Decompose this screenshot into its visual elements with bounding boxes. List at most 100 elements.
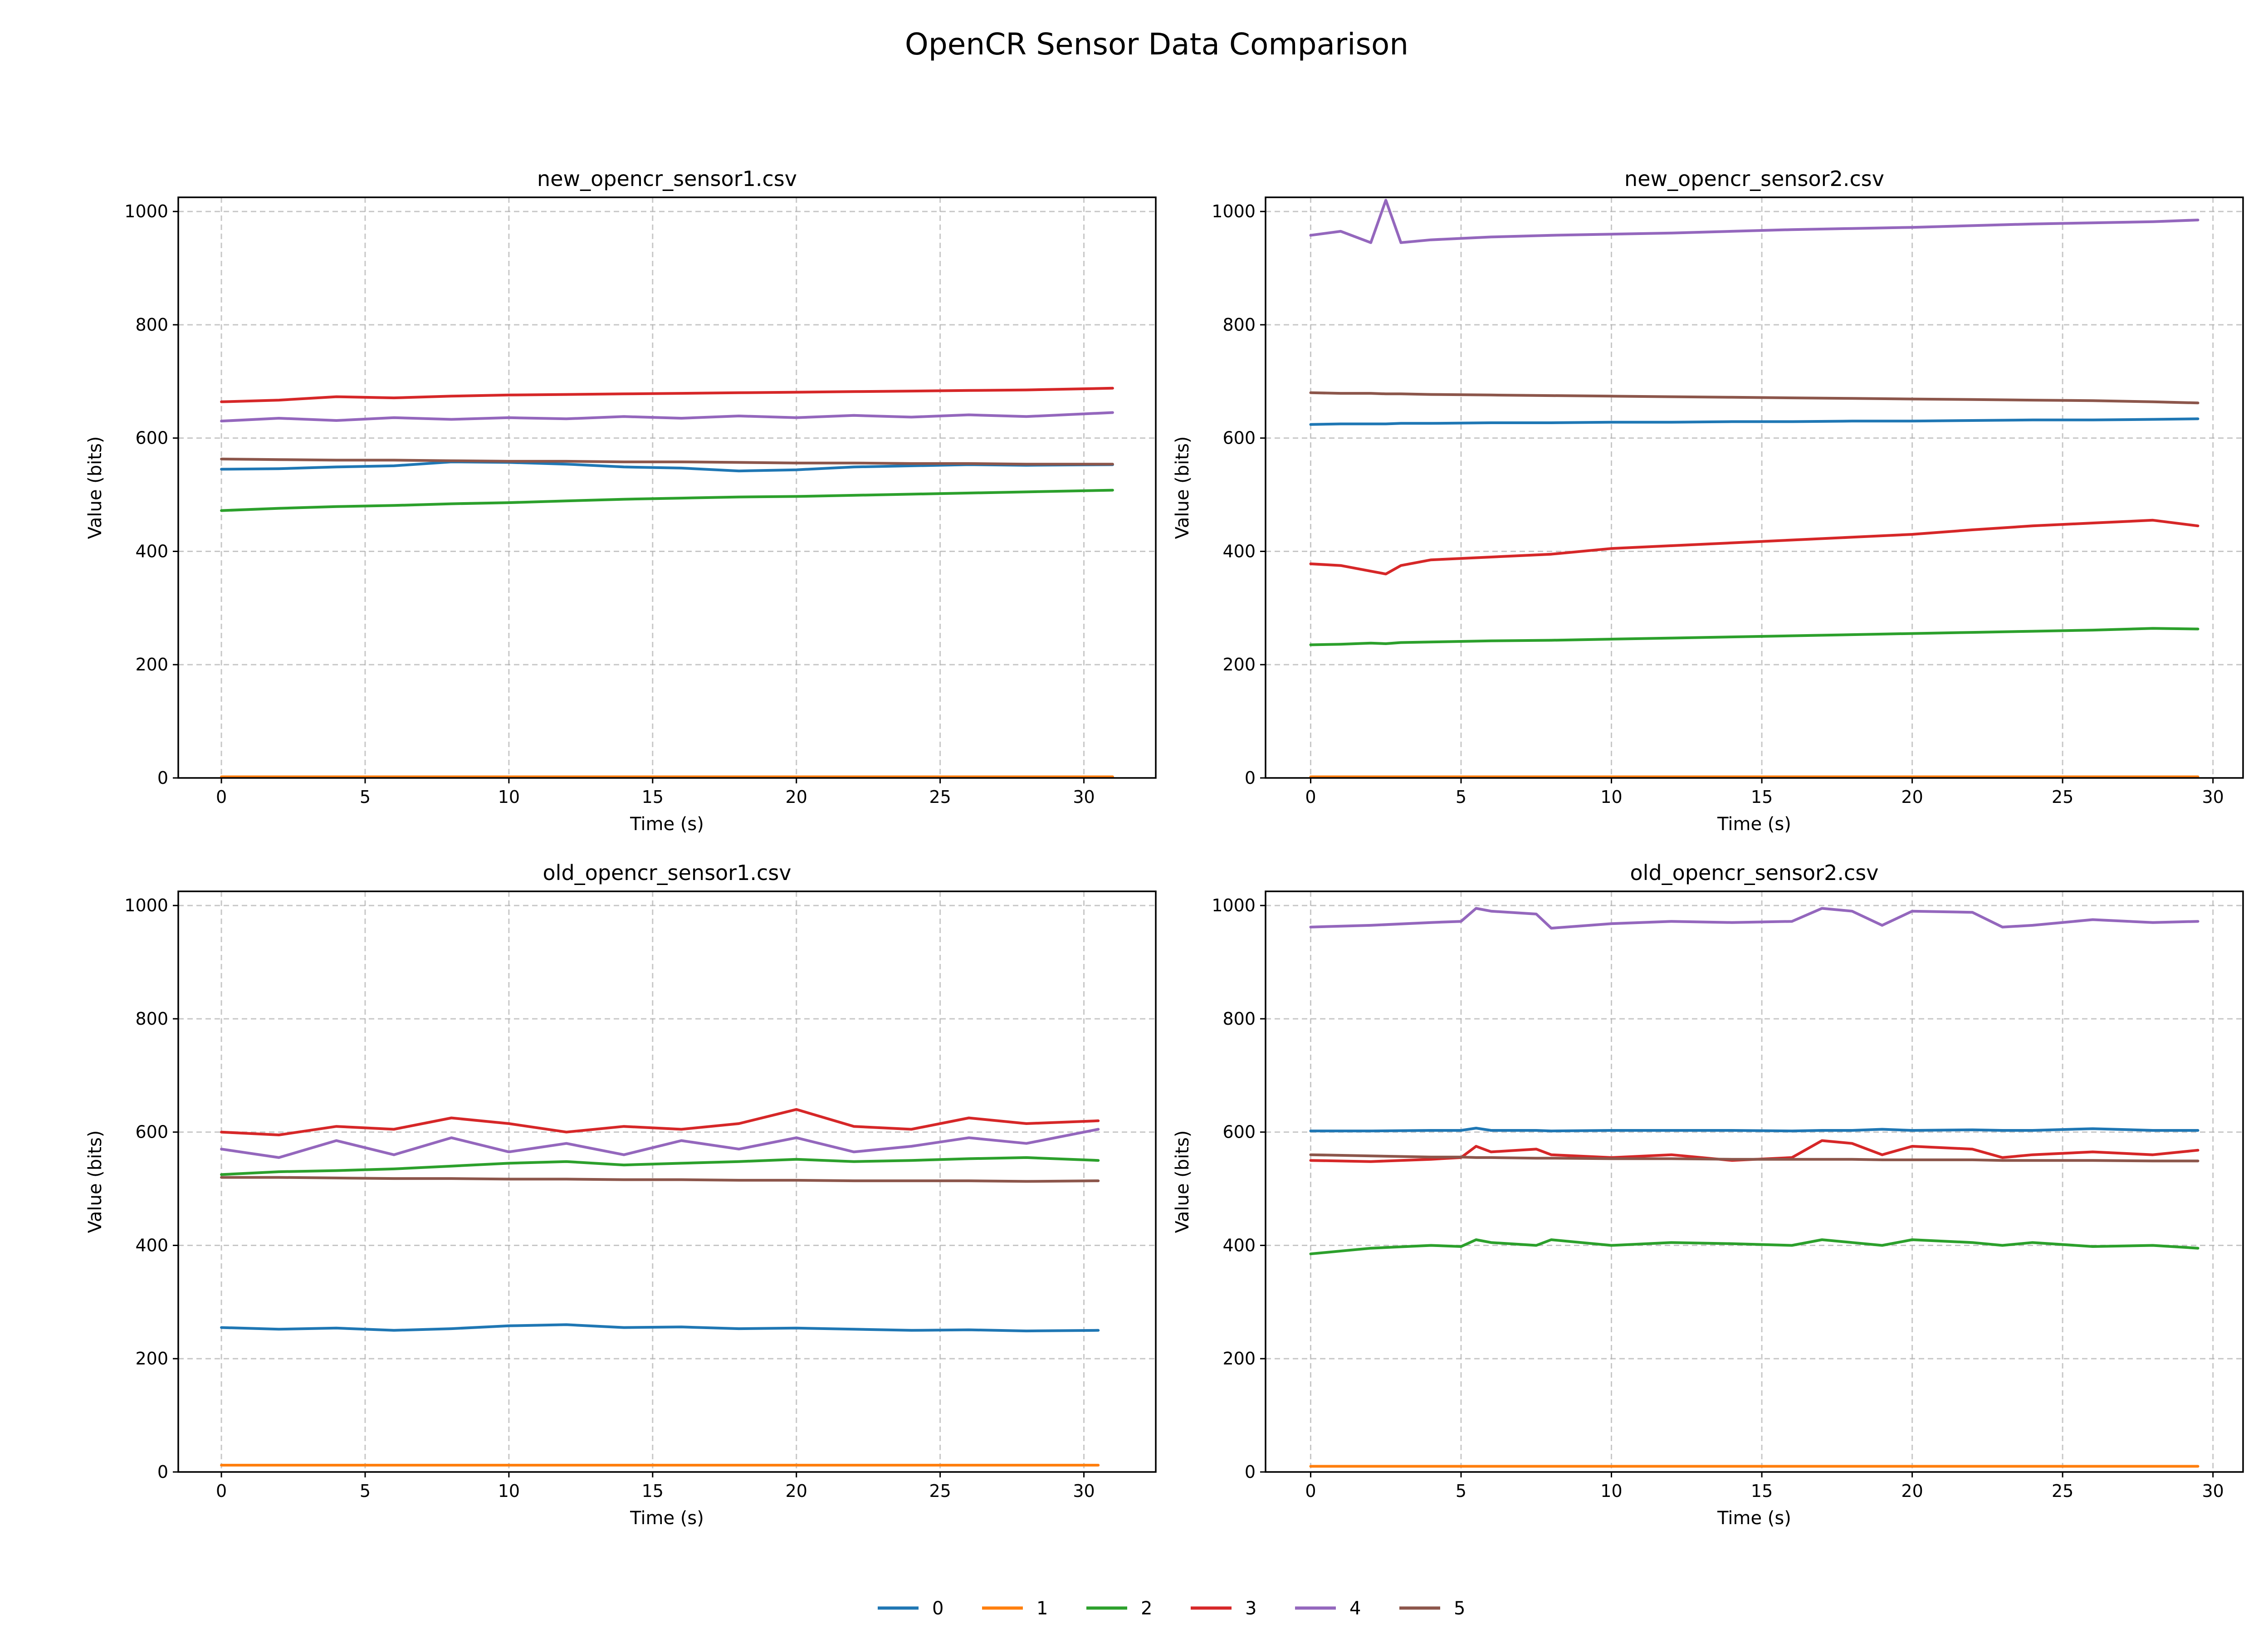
legend-label: 1: [1036, 1598, 1048, 1619]
series-line-4: [220, 1128, 1100, 1159]
x-axis-label: Time (s): [630, 1508, 704, 1529]
series-line-5: [1309, 391, 2200, 405]
subplot-title: old_opencr_sensor2.csv: [1630, 861, 1879, 885]
subplot-title: old_opencr_sensor1.csv: [543, 861, 792, 885]
series-group: [220, 386, 1114, 778]
y-axis-label: Value (bits): [85, 1130, 106, 1233]
y-tick-label: 600: [1222, 428, 1256, 448]
legend-item-3: 3: [1191, 1598, 1256, 1619]
y-tick-label: 400: [1222, 1235, 1256, 1255]
legend-item-1: 1: [982, 1598, 1048, 1619]
x-tick-label: 15: [642, 787, 664, 807]
legend-item-4: 4: [1295, 1598, 1361, 1619]
axes-frame: [1265, 890, 2244, 1473]
x-tick-label: 30: [1073, 787, 1095, 807]
y-tick-label: 600: [135, 428, 168, 448]
x-tick-label: 10: [498, 1481, 520, 1501]
series-group: [220, 1108, 1100, 1467]
axes-frame: [1265, 196, 2244, 779]
legend-label: 2: [1141, 1598, 1152, 1619]
x-tick-label: 20: [1901, 1481, 1923, 1501]
series-line-2: [1309, 627, 2200, 646]
y-tick-label: 800: [1222, 1009, 1256, 1029]
x-tick-label: 0: [1305, 787, 1316, 807]
y-tick-label: 400: [135, 541, 168, 561]
subplot-1: 0 5 10 15 20 25 30 0 200 400 600 800 1000 new_opencr_…: [85, 166, 1157, 835]
y-tick-label: 600: [1222, 1122, 1256, 1142]
y-tick-label: 1000: [1212, 201, 1256, 221]
y-tick-label: 1000: [124, 201, 168, 221]
legend-item-2: 2: [1086, 1598, 1152, 1619]
legend-item-0: 0: [878, 1598, 943, 1619]
x-tick-label: 10: [1600, 787, 1622, 807]
subplot-4: 0 5 10 15 20 25 30 0 200 400 600 800 1000 old_opencr_…: [1172, 861, 2244, 1529]
legend-label: 4: [1349, 1598, 1361, 1619]
x-tick-label: 25: [929, 787, 951, 807]
legend-label: 5: [1454, 1598, 1465, 1619]
series-line-3: [220, 386, 1114, 403]
y-tick-label: 0: [1245, 768, 1256, 788]
y-tick-label: 200: [135, 655, 168, 675]
x-tick-label: 25: [2052, 787, 2073, 807]
x-tick-label: 0: [216, 1481, 227, 1501]
y-tick-label: 0: [157, 1462, 168, 1482]
subplot-title: new_opencr_sensor1.csv: [537, 166, 797, 191]
y-tick-label: 400: [1222, 541, 1256, 561]
y-tick-label: 200: [1222, 655, 1256, 675]
x-tick-label: 5: [360, 1481, 371, 1501]
series-line-5: [220, 457, 1114, 466]
x-tick-label: 30: [2202, 1481, 2224, 1501]
series-line-4: [1309, 907, 2200, 930]
y-tick-label: 200: [1222, 1349, 1256, 1369]
x-axis-label: Time (s): [630, 814, 704, 835]
x-axis-label: Time (s): [1717, 1508, 1791, 1529]
y-tick-label: 400: [135, 1235, 168, 1255]
x-axis-label: Time (s): [1717, 814, 1791, 835]
axes-frame: [177, 890, 1157, 1473]
x-tick-label: 5: [1456, 1481, 1466, 1501]
y-tick-label: 800: [1222, 315, 1256, 335]
y-tick-label: 1000: [1212, 895, 1256, 915]
x-tick-label: 30: [2202, 787, 2224, 807]
x-tick-label: 5: [1456, 787, 1466, 807]
axes-frame: [177, 196, 1157, 779]
x-tick-label: 10: [1600, 1481, 1622, 1501]
series-line-4: [220, 411, 1114, 423]
legend-label: 0: [932, 1598, 943, 1619]
subplots: 0 5 10 15 20 25 3002004006008001000new_opencr_…: [85, 166, 2244, 1529]
x-tick-label: 0: [216, 787, 227, 807]
series-line-0: [1309, 1127, 2200, 1133]
x-tick-label: 20: [786, 1481, 807, 1501]
series-group: [1309, 199, 2200, 778]
y-tick-label: 0: [157, 768, 168, 788]
y-tick-label: 800: [135, 315, 168, 335]
x-tick-label: 0: [1305, 1481, 1316, 1501]
x-tick-label: 15: [1751, 787, 1773, 807]
x-tick-label: 10: [498, 787, 520, 807]
series-line-2: [1309, 1238, 2200, 1256]
subplot-3: 0 5 10 15 20 25 30 0 200 400 600 800 1000 old_opencr_…: [85, 861, 1157, 1529]
x-tick-label: 25: [2052, 1481, 2073, 1501]
y-tick-label: 600: [135, 1122, 168, 1142]
series-line-2: [220, 1156, 1100, 1176]
y-tick-label: 0: [1245, 1462, 1256, 1482]
y-axis-label: Value (bits): [85, 436, 106, 539]
x-tick-label: 15: [642, 1481, 664, 1501]
x-tick-label: 30: [1073, 1481, 1095, 1501]
subplot-2: 0 5 10 15 20 25 30 0 200 400 600 800 1000 new_opencr_…: [1172, 166, 2244, 835]
x-tick-label: 20: [1901, 787, 1923, 807]
y-axis-label: Value (bits): [1172, 436, 1193, 539]
series-group: [1309, 907, 2200, 1468]
series-line-3: [1309, 518, 2200, 576]
y-tick-label: 200: [135, 1349, 168, 1369]
series-line-4: [1309, 199, 2200, 244]
series-line-0: [1309, 417, 2200, 426]
series-line-2: [220, 489, 1114, 512]
x-tick-label: 25: [929, 1481, 951, 1501]
subplot-title: new_opencr_sensor2.csv: [1624, 166, 1884, 191]
y-axis-label: Value (bits): [1172, 1130, 1193, 1233]
x-tick-label: 15: [1751, 1481, 1773, 1501]
series-line-5: [220, 1176, 1100, 1183]
series-line-5: [1309, 1153, 2200, 1163]
